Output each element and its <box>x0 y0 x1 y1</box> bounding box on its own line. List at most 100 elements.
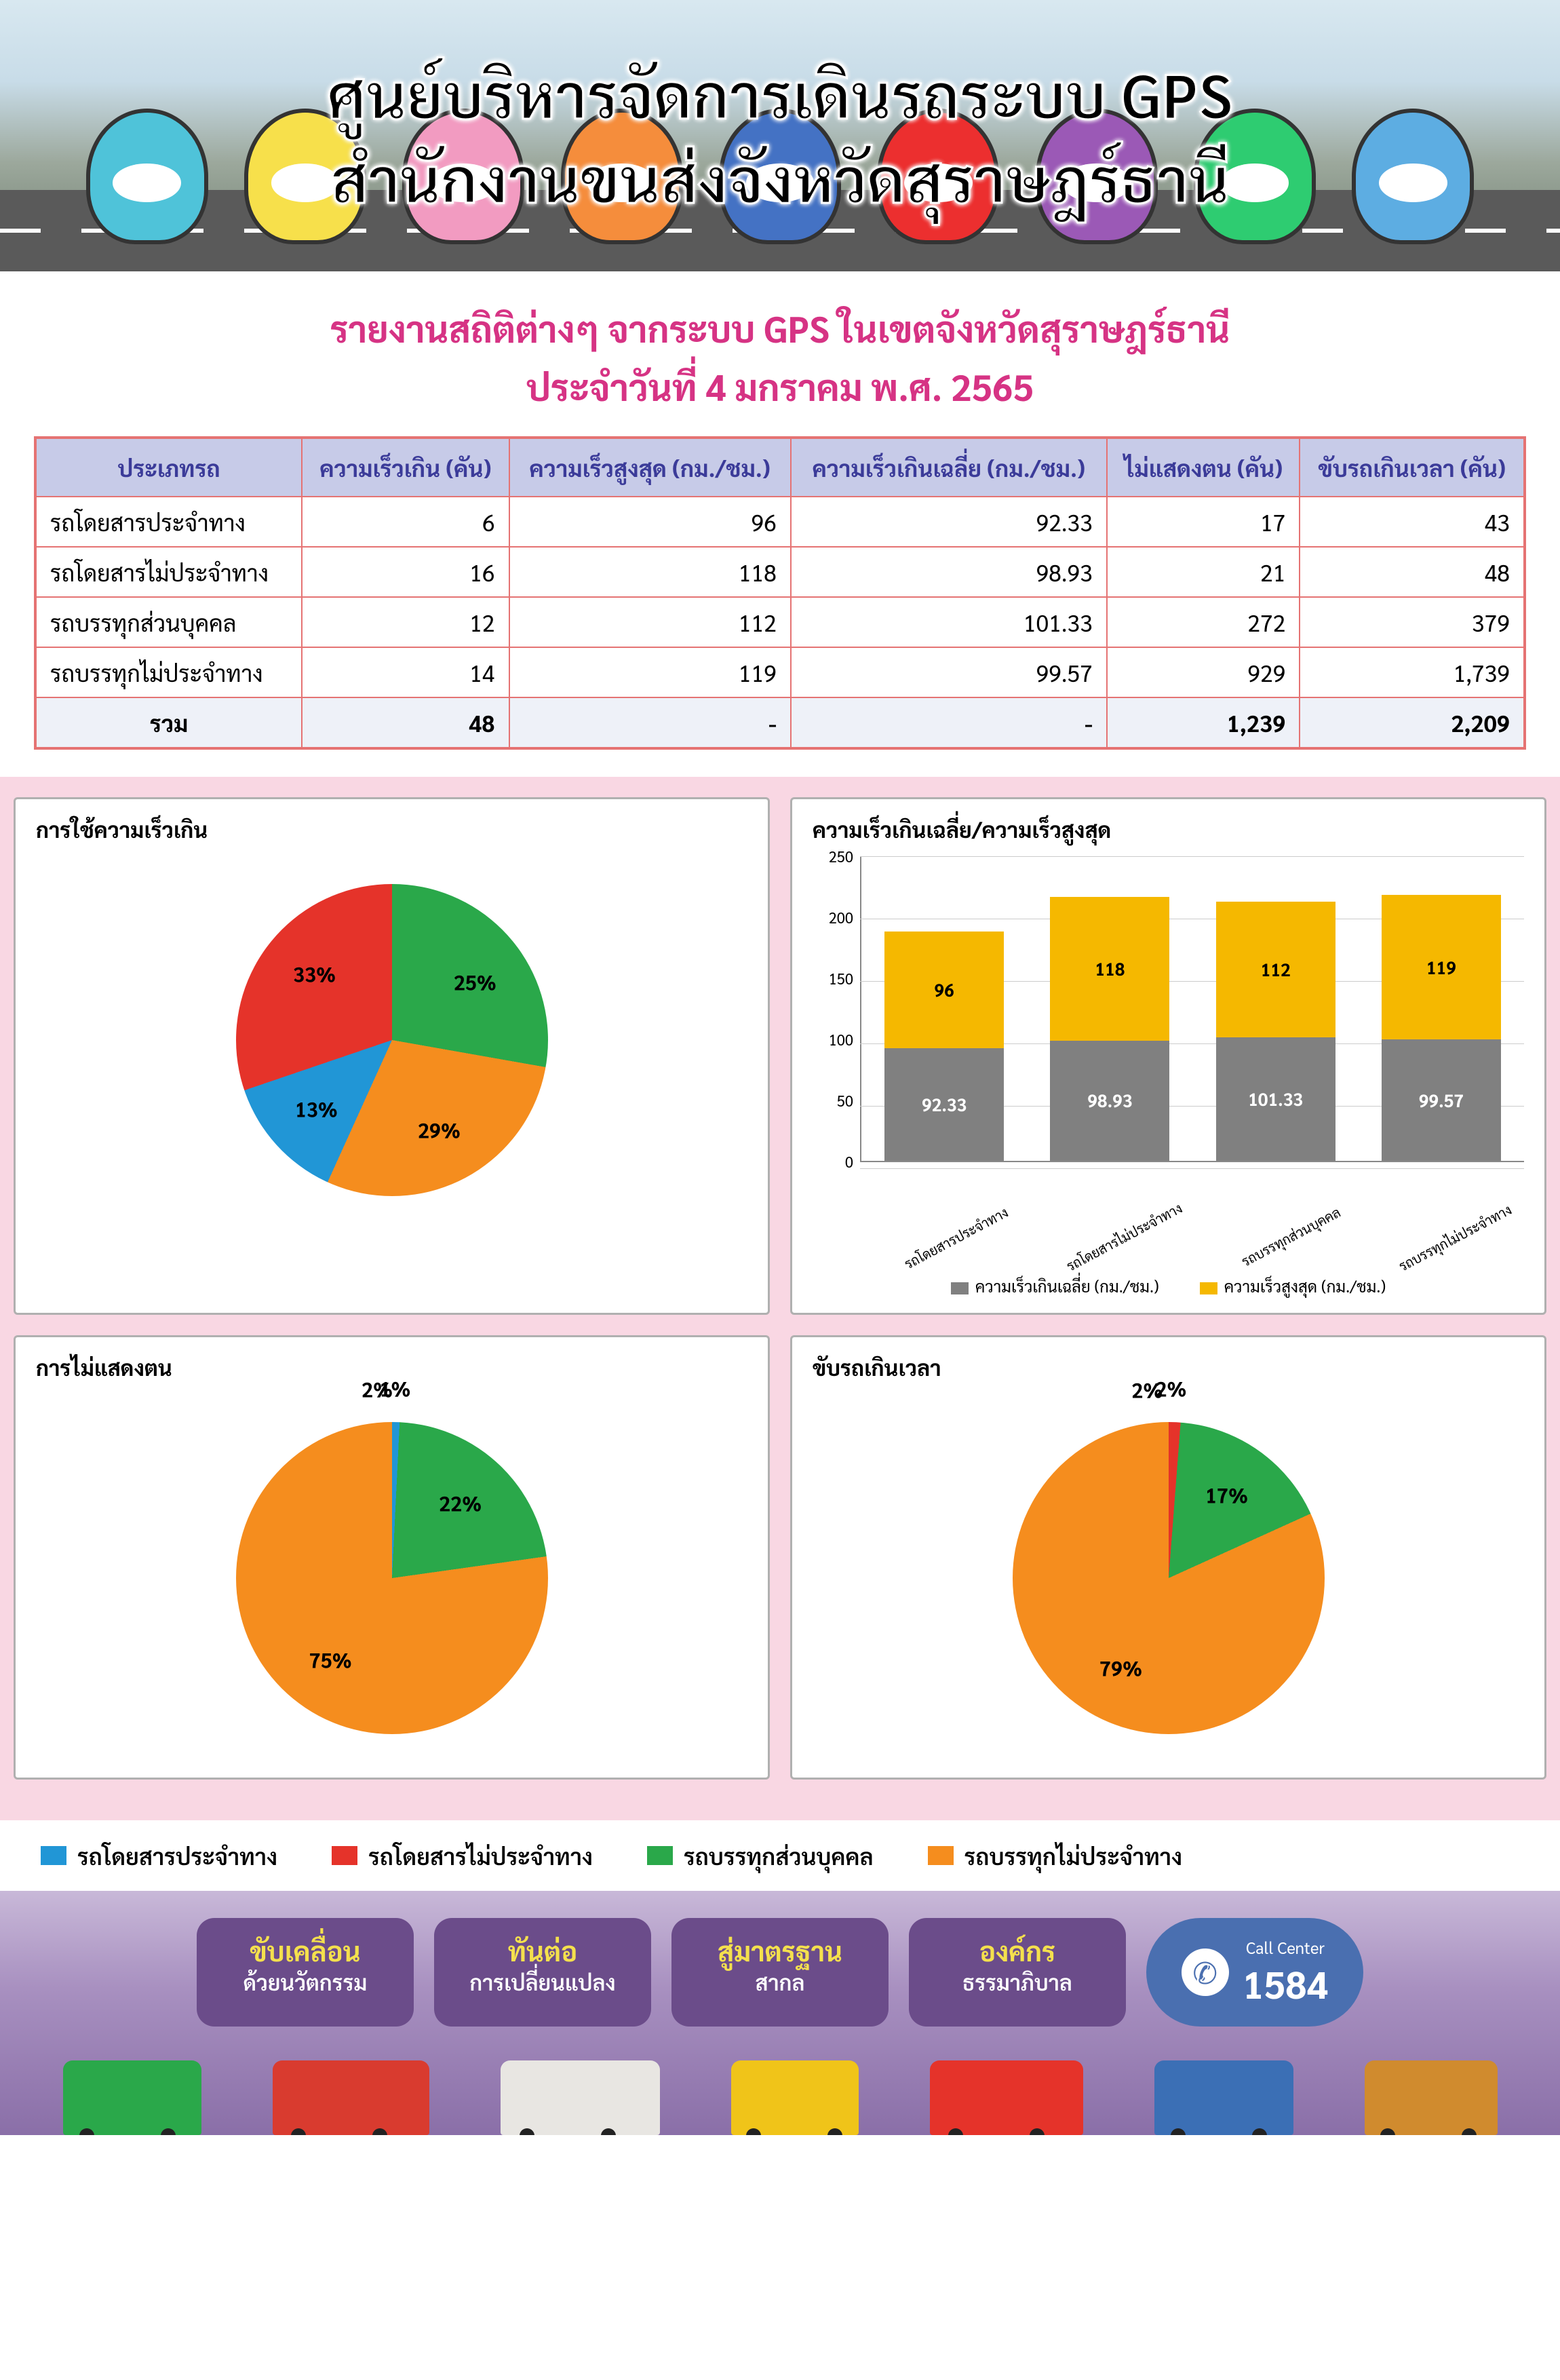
mascot-icon <box>86 109 208 244</box>
bar-seg-max: 96 <box>884 932 1004 1048</box>
bar-seg-max: 119 <box>1382 895 1501 1039</box>
bar-seg-avg: 92.33 <box>884 1048 1004 1160</box>
gridline <box>860 1168 1524 1169</box>
table-row: รถบรรทุกไม่ประจำทาง1411999.579291,739 <box>35 647 1525 697</box>
footer-pill: ขับเคลื่อน ด้วยนวัตกรรม <box>197 1918 414 2027</box>
pie-graphic <box>1013 1422 1325 1734</box>
table-cell: - <box>791 697 1107 748</box>
vehicle-icon <box>1365 2060 1498 2135</box>
table-row: รถบรรทุกส่วนบุคคล12112101.33272379 <box>35 597 1525 647</box>
vehicle-icon <box>63 2060 201 2135</box>
chart-title: ความเร็วเกินเฉลี่ย/ความเร็วสูงสุด <box>813 815 1524 843</box>
legend-item: รถโดยสารไม่ประจำทาง <box>332 1841 593 1870</box>
table-total-row: รวม48--1,2392,209 <box>35 697 1525 748</box>
col-header: ความเร็วเกิน (คัน) <box>302 438 509 497</box>
bar-seg-avg: 99.57 <box>1382 1039 1501 1160</box>
title-line-2: สำนักงานขนส่งจังหวัดสุราษฎร์ธานี <box>327 136 1232 220</box>
table-cell: 17 <box>1107 497 1300 547</box>
pie-pct-label: 29% <box>418 1117 461 1143</box>
table-cell: 112 <box>509 597 791 647</box>
bar-group: 112101.33 <box>1216 857 1335 1161</box>
legend-item: รถบรรทุกไม่ประจำทาง <box>928 1841 1182 1870</box>
pie-canvas: 2%2%17%79% <box>813 1395 1524 1761</box>
table-cell: รถโดยสารไม่ประจำทาง <box>35 547 302 597</box>
legend-swatch <box>647 1846 673 1865</box>
bar-category: รถบรรทุกไม่ประจำทาง <box>1395 1203 1509 1275</box>
vehicle-icon <box>1154 2060 1293 2135</box>
call-center-badge: ✆ Call Center 1584 <box>1146 1918 1363 2027</box>
table-cell: 379 <box>1300 597 1525 647</box>
table-row: รถโดยสารประจำทาง69692.331743 <box>35 497 1525 547</box>
pie-pct-label: 75% <box>309 1646 352 1672</box>
report-title-line-1: รายงานสถิติต่างๆ จากระบบ GPS ในเขตจังหวั… <box>34 299 1526 357</box>
col-header: ประเภทรถ <box>35 438 302 497</box>
table-cell: 48 <box>302 697 509 748</box>
page-title: ศูนย์บริหารจัดการเดินรถระบบ GPS สำนักงาน… <box>327 52 1232 220</box>
pill-line1: สู่มาตรฐาน <box>699 1933 861 1968</box>
pill-line2: การเปลี่ยนแปลง <box>461 1968 624 1996</box>
legend-swatch <box>41 1846 66 1865</box>
pill-line1: องค์กร <box>936 1933 1099 1968</box>
table-cell: 2,209 <box>1300 697 1525 748</box>
pie-noshow-chart: การไม่แสดงตน 2%1%22%75% <box>14 1335 770 1780</box>
footer-banner: ขับเคลื่อน ด้วยนวัตกรรม ทันต่อ การเปลี่ย… <box>0 1891 1560 2135</box>
table-cell: รวม <box>35 697 302 748</box>
vehicle-row <box>0 2033 1560 2135</box>
report-title-line-2: ประจำวันที่ 4 มกราคม พ.ศ. 2565 <box>34 357 1526 415</box>
col-header: ไม่แสดงตน (คัน) <box>1107 438 1300 497</box>
table-row: รถโดยสารไม่ประจำทาง1611898.932148 <box>35 547 1525 597</box>
bar-canvas: 0501001502002509692.3311898.93112101.331… <box>813 857 1524 1169</box>
pie-pct-label: 79% <box>1099 1655 1142 1681</box>
pill-line2: ด้วยนวัตกรรม <box>224 1968 387 1996</box>
table-cell: 98.93 <box>791 547 1107 597</box>
table-cell: รถโดยสารประจำทาง <box>35 497 302 547</box>
table-cell: 1,739 <box>1300 647 1525 697</box>
col-header: ขับรถเกินเวลา (คัน) <box>1300 438 1525 497</box>
phone-icon: ✆ <box>1182 1949 1229 1996</box>
bar-seg-max: 112 <box>1216 902 1335 1038</box>
pill-line2: สากล <box>699 1968 861 1996</box>
pie-pct-label: 13% <box>295 1095 338 1121</box>
col-header: ความเร็วเกินเฉลี่ย (กม./ชม.) <box>791 438 1107 497</box>
mascot-icon <box>1352 109 1474 244</box>
call-center-number: 1584 <box>1243 1958 1329 2008</box>
pie-pct-label: 17% <box>1205 1481 1248 1508</box>
table-cell: 14 <box>302 647 509 697</box>
legend-label: รถโดยสารประจำทาง <box>77 1841 277 1870</box>
vehicle-icon <box>273 2060 429 2135</box>
main-content: รายงานสถิติต่างๆ จากระบบ GPS ในเขตจังหวั… <box>0 271 1560 777</box>
call-text: Call Center 1584 <box>1243 1936 1329 2008</box>
legend-avg: ความเร็วเกินเฉลี่ย (กม./ชม.) <box>951 1275 1159 1297</box>
legend-label: รถบรรทุกส่วนบุคคล <box>684 1841 874 1870</box>
chart-title: การใช้ความเร็วเกิน <box>36 815 747 843</box>
table-cell: - <box>509 697 791 748</box>
bar-speed-chart: ความเร็วเกินเฉลี่ย/ความเร็วสูงสุด 050100… <box>790 797 1546 1315</box>
legend-item: รถโดยสารประจำทาง <box>41 1841 277 1870</box>
col-header: ความเร็วสูงสุด (กม./ชม.) <box>509 438 791 497</box>
legend-swatch <box>332 1846 357 1865</box>
table-cell: 119 <box>509 647 791 697</box>
series-legend: รถโดยสารประจำทาง รถโดยสารไม่ประจำทาง รถบ… <box>0 1820 1560 1891</box>
table-header-row: ประเภทรถ ความเร็วเกิน (คัน) ความเร็วสูงส… <box>35 438 1525 497</box>
bar-seg-avg: 101.33 <box>1216 1037 1335 1161</box>
bar-category-labels: รถโดยสารประจำทางรถโดยสารไม่ประจำทางรถบรร… <box>813 1176 1524 1221</box>
legend-swatch <box>928 1846 954 1865</box>
table-cell: 92.33 <box>791 497 1107 547</box>
charts-section: การใช้ความเร็วเกิน 25%29%13%33% ความเร็ว… <box>0 777 1560 1820</box>
table-cell: 21 <box>1107 547 1300 597</box>
footer-pill: องค์กร ธรรมาภิบาล <box>909 1918 1126 2027</box>
pie-pct-label: 33% <box>293 961 336 987</box>
y-tick: 250 <box>829 847 853 866</box>
table-cell: 12 <box>302 597 509 647</box>
footer-pill: สู่มาตรฐาน สากล <box>671 1918 889 2027</box>
table-cell: 6 <box>302 497 509 547</box>
table-cell: 118 <box>509 547 791 597</box>
table-cell: 16 <box>302 547 509 597</box>
table-cell: 99.57 <box>791 647 1107 697</box>
bar-seg-avg: 98.93 <box>1050 1041 1169 1161</box>
table-cell: 96 <box>509 497 791 547</box>
bar-legend: ความเร็วเกินเฉลี่ย (กม./ชม.) ความเร็วสูง… <box>813 1275 1524 1297</box>
bar-group: 11898.93 <box>1050 857 1169 1161</box>
vehicle-icon <box>501 2060 660 2135</box>
bar-group: 11999.57 <box>1382 857 1501 1161</box>
